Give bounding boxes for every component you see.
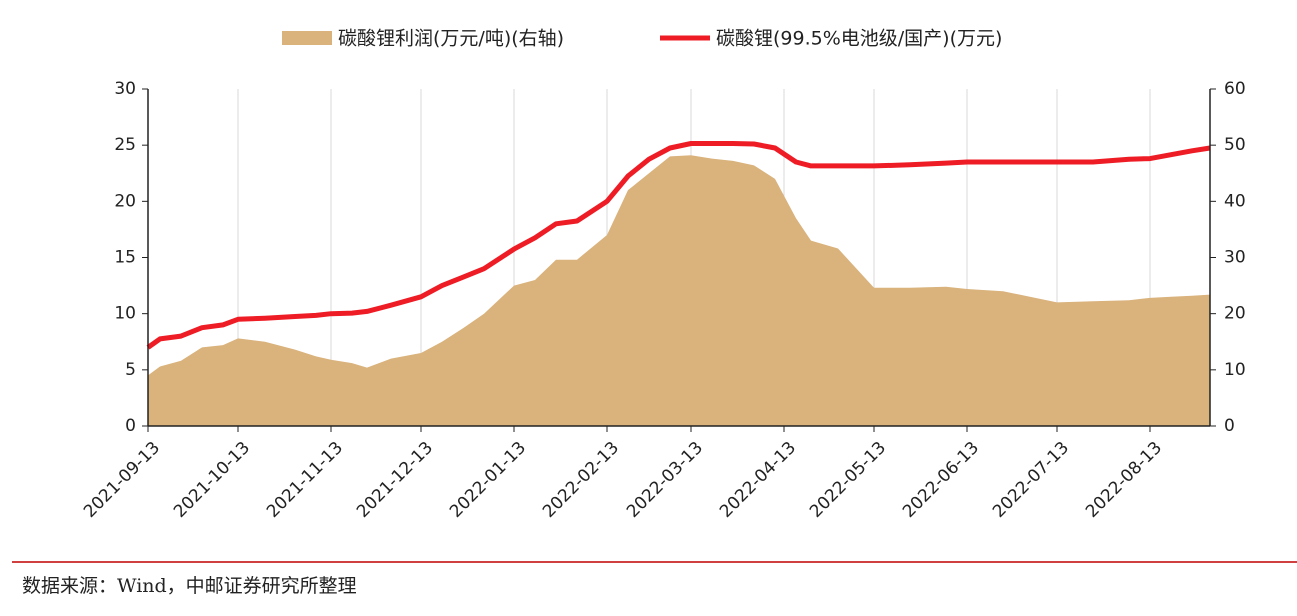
y2-tick-label: 10: [1224, 360, 1246, 380]
x-tick-label: 2022-07-13: [989, 438, 1073, 522]
y-tick-label: 0: [125, 416, 136, 436]
y-tick-label: 5: [125, 360, 136, 380]
x-tick-label: 2021-10-13: [170, 438, 254, 522]
y2-tick-label: 50: [1224, 135, 1246, 155]
x-tick-label: 2022-01-13: [446, 438, 530, 522]
legend-label: 碳酸锂利润(万元/吨)(右轴): [338, 28, 564, 50]
x-tick-label: 2022-06-13: [899, 438, 983, 522]
x-tick-label: 2022-04-13: [716, 438, 800, 522]
y-tick-label: 10: [114, 304, 136, 324]
y2-tick-label: 30: [1224, 248, 1246, 268]
legend-swatch: [282, 31, 332, 45]
y-tick-label: 30: [114, 79, 136, 99]
x-tick-label: 2021-11-13: [263, 438, 347, 522]
x-tick-label: 2021-12-13: [353, 438, 437, 522]
x-tick-label: 2022-03-13: [623, 438, 707, 522]
y-tick-label: 15: [114, 248, 136, 268]
y2-tick-label: 40: [1224, 191, 1246, 211]
area: [148, 155, 1210, 427]
legend-label: 碳酸锂(99.5%电池级/国产)(万元): [716, 28, 1002, 50]
y2-tick-label: 20: [1224, 304, 1246, 324]
y-tick-label: 20: [114, 191, 136, 211]
x-tick-label: 2022-02-13: [539, 438, 623, 522]
y2-tick-label: 60: [1224, 79, 1246, 99]
y2-tick-label: 0: [1224, 416, 1235, 436]
x-tick-label: 2022-08-13: [1082, 438, 1166, 522]
x-tick-label: 2021-09-13: [80, 438, 164, 522]
y-tick-label: 25: [114, 135, 136, 155]
line: [146, 141, 1211, 350]
source-note: 数据来源：Wind，中邮证券研究所整理: [22, 575, 357, 597]
x-tick-label: 2022-05-13: [806, 438, 890, 522]
